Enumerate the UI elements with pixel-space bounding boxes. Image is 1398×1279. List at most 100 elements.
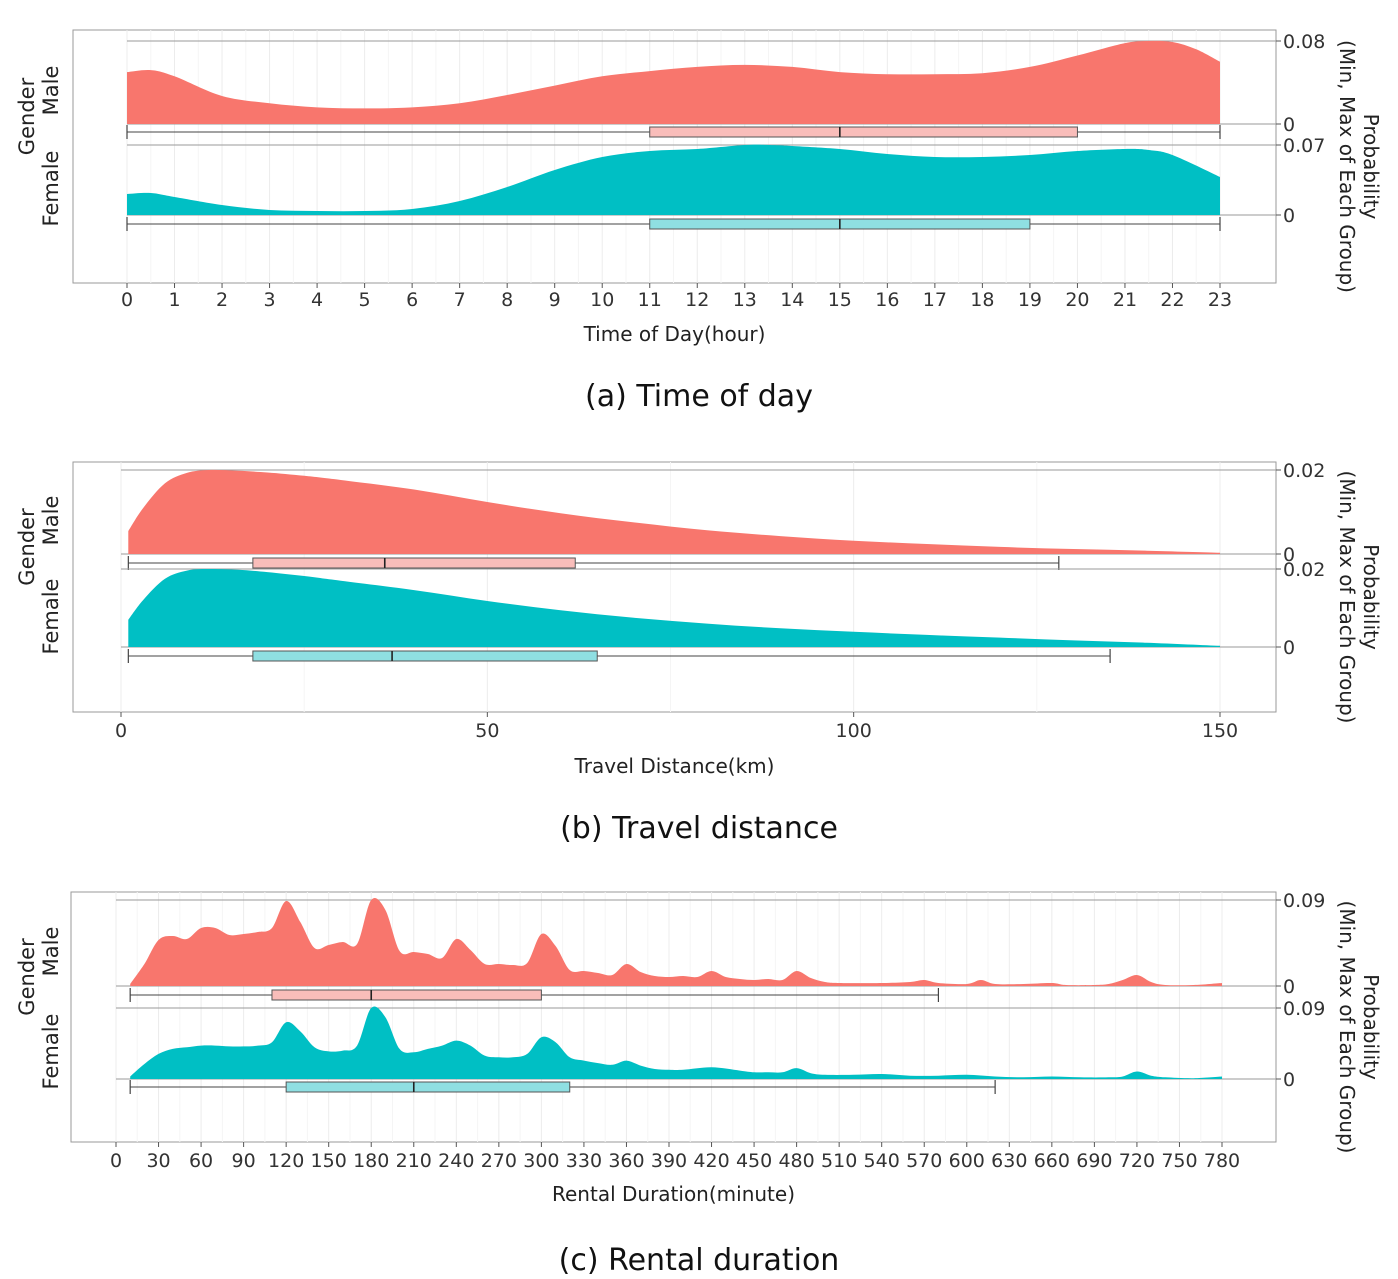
- x-tick-label: 17: [923, 289, 947, 311]
- y-axis-right-title: (Min, Max of Each Group): [1335, 471, 1359, 724]
- x-tick-label: 1: [168, 289, 180, 311]
- x-tick-label: 16: [875, 289, 899, 311]
- x-tick-label: 720: [1119, 1150, 1155, 1172]
- density-area-female: [127, 144, 1220, 215]
- right-tick-label-min: 0: [1283, 205, 1295, 227]
- x-tick-label: 630: [991, 1150, 1027, 1172]
- x-axis-title: Time of Day(hour): [583, 322, 766, 346]
- x-tick-label: 690: [1076, 1150, 1112, 1172]
- x-tick-label: 570: [906, 1150, 942, 1172]
- x-tick-label: 360: [608, 1150, 644, 1172]
- x-tick-label: 18: [970, 289, 994, 311]
- x-tick-label: 180: [353, 1150, 389, 1172]
- panel-caption: (c) Rental duration: [559, 1243, 840, 1278]
- boxplot-female: [127, 649, 1111, 663]
- series-male: 0.09 0 Male: [39, 890, 1325, 1002]
- x-tick-label: 60: [189, 1150, 213, 1172]
- density-area-female: [128, 568, 1220, 647]
- x-tick-label: 270: [481, 1150, 517, 1172]
- x-axis: 0 50 100 150: [115, 712, 1238, 742]
- x-tick-label: 12: [685, 289, 709, 311]
- y-axis-right-title: (Min, Max of Each Group): [1335, 40, 1359, 293]
- group-label-female: Female: [39, 579, 63, 655]
- boxplot-male: [127, 556, 1060, 570]
- density-area-male: [127, 40, 1220, 125]
- boxplot-male: [126, 125, 1221, 139]
- right-tick-label-max: 0.09: [1283, 890, 1325, 912]
- series-female: 0.09 0 Female: [39, 998, 1325, 1094]
- right-tick-label-min: 0: [1283, 976, 1295, 998]
- x-tick-label: 540: [864, 1150, 900, 1172]
- series-male: 0.08 0 Male: [39, 31, 1325, 139]
- x-tick-label: 15: [828, 289, 852, 311]
- x-tick-label: 0: [115, 720, 127, 742]
- y-axis-right-title: Probability: [1359, 974, 1383, 1080]
- density-area-male: [128, 469, 1220, 554]
- iqr-box: [271, 989, 542, 1001]
- x-axis: 0 30 60 90 120 150 180 210 240 270 300 330 360 390 420…: [110, 1142, 1240, 1172]
- right-tick-label-max: 0.02: [1283, 460, 1325, 482]
- x-tick-label: 150: [311, 1150, 347, 1172]
- x-tick-label: 240: [438, 1150, 474, 1172]
- x-tick-label: 6: [406, 289, 418, 311]
- y-axis-right-title: Probability: [1359, 544, 1383, 650]
- x-tick-label: 8: [501, 289, 513, 311]
- y-axis-group-title: Gender: [15, 938, 39, 1016]
- x-tick-label: 600: [949, 1150, 985, 1172]
- boxplot-male: [129, 988, 940, 1002]
- x-tick-label: 3: [264, 289, 276, 311]
- iqr-box: [252, 557, 576, 569]
- right-tick-label-min: 0: [1283, 544, 1295, 566]
- iqr-box: [252, 650, 598, 662]
- x-tick-label: 50: [475, 720, 499, 742]
- x-tick-label: 100: [836, 720, 872, 742]
- series-female: 0.02 0 Female: [39, 559, 1325, 663]
- panel-caption: (a) Time of day: [585, 379, 813, 414]
- y-axis-right-title: (Min, Max of Each Group): [1335, 901, 1359, 1154]
- x-tick-label: 10: [590, 289, 614, 311]
- x-tick-label: 9: [549, 289, 561, 311]
- x-tick-label: 750: [1161, 1150, 1197, 1172]
- density-area-male: [130, 897, 1223, 986]
- density-area-female: [130, 1006, 1223, 1079]
- x-axis-title: Rental Duration(minute): [552, 1182, 795, 1206]
- x-tick-label: 480: [778, 1150, 814, 1172]
- x-tick-label: 2: [216, 289, 228, 311]
- panel-caption: (b) Travel distance: [560, 811, 838, 846]
- right-tick-label-max: 0.02: [1283, 559, 1325, 581]
- right-tick-label-max: 0.07: [1283, 135, 1325, 157]
- x-tick-label: 0: [110, 1150, 122, 1172]
- x-tick-label: 11: [638, 289, 662, 311]
- x-axis-title: Travel Distance(km): [574, 754, 775, 778]
- boxplot-female: [126, 217, 1221, 231]
- x-tick-label: 5: [359, 289, 371, 311]
- x-tick-label: 390: [651, 1150, 687, 1172]
- right-tick-label-min: 0: [1283, 637, 1295, 659]
- x-tick-label: 450: [736, 1150, 772, 1172]
- gridlines: [115, 892, 1223, 1142]
- group-label-female: Female: [39, 1014, 63, 1090]
- boxplot-female: [129, 1080, 996, 1094]
- x-tick-label: 19: [1018, 289, 1042, 311]
- right-tick-label-max: 0.08: [1283, 31, 1325, 53]
- y-axis-right-title: Probability: [1359, 114, 1383, 220]
- series-male: 0.02 0 Male: [39, 460, 1325, 570]
- x-tick-label: 14: [780, 289, 804, 311]
- iqr-box: [649, 126, 1078, 138]
- group-label-male: Male: [39, 927, 63, 977]
- x-tick-label: 300: [523, 1150, 559, 1172]
- x-tick-label: 510: [821, 1150, 857, 1172]
- x-tick-label: 330: [566, 1150, 602, 1172]
- right-tick-label-max: 0.09: [1283, 998, 1325, 1020]
- x-tick-label: 0: [121, 289, 133, 311]
- x-tick-label: 120: [268, 1150, 304, 1172]
- x-tick-label: 420: [693, 1150, 729, 1172]
- x-tick-label: 4: [311, 289, 323, 311]
- plot-panel: [70, 891, 1277, 1143]
- series-female: 0.07 0 Female: [39, 135, 1325, 231]
- x-tick-label: 22: [1160, 289, 1184, 311]
